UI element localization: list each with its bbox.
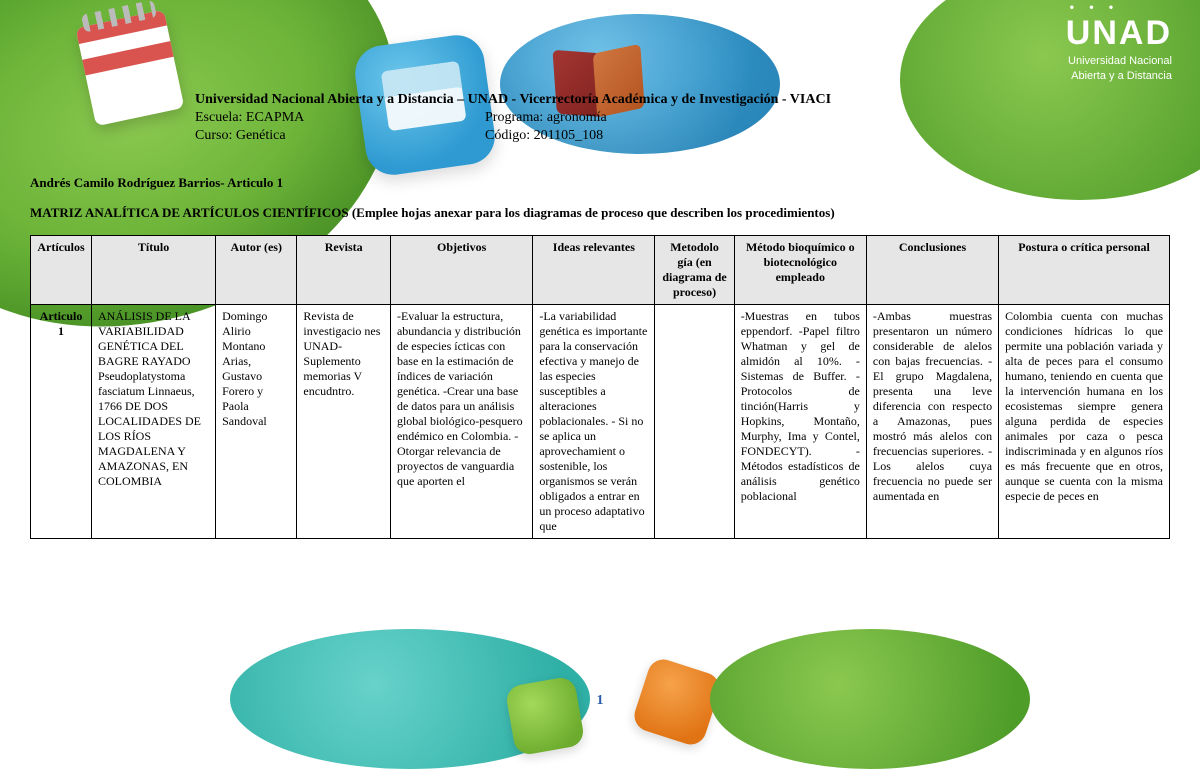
header-escuela: Escuela: ECAPMA (195, 110, 445, 126)
th-ideas: Ideas relevantes (533, 236, 655, 305)
th-metodo: Método bioquímico o biotecnológico emple… (734, 236, 866, 305)
th-revista: Revista (297, 236, 391, 305)
decor-green-cube (504, 675, 585, 756)
th-metodologia: Metodolo gía (en diagrama de proceso) (655, 236, 734, 305)
cell-metodologia (655, 305, 734, 539)
logo-name: UNAD (1066, 14, 1172, 53)
th-objetivos: Objetivos (390, 236, 532, 305)
cell-revista: Revista de investigacio nes UNAD- Suplem… (297, 305, 391, 539)
cell-conclusiones: -Ambas muestras presentaron un número co… (866, 305, 998, 539)
cell-titulo: ANÁLISIS DE LA VARIABILIDAD GENÉTICA DEL… (92, 305, 216, 539)
matrix-title: MATRIZ ANALÍTICA DE ARTÍCULOS CIENTÍFICO… (30, 205, 1170, 221)
decor-green-swoosh-br (710, 629, 1030, 769)
analytical-matrix-table: Artículos Título Autor (es) Revista Obje… (30, 235, 1170, 539)
th-titulo: Título (92, 236, 216, 305)
author-line: Andrés Camilo Rodríguez Barrios- Articul… (30, 175, 1170, 191)
header-curso: Curso: Genética (195, 128, 445, 144)
th-postura: Postura o crítica personal (999, 236, 1170, 305)
header-programa: Programa: agronomía (485, 110, 735, 126)
th-autor: Autor (es) (216, 236, 297, 305)
cell-postura: Colombia cuenta con muchas condiciones h… (999, 305, 1170, 539)
logo-sub1: Universidad Nacional (1066, 55, 1172, 68)
cell-autor: Domingo Alirio Montano Arias, Gustavo Fo… (216, 305, 297, 539)
table-row: Articulo 1 ANÁLISIS DE LA VARIABILIDAD G… (31, 305, 1170, 539)
document-header: Universidad Nacional Abierta y a Distanc… (195, 92, 940, 144)
cell-ideas: -La variabilidad genética es importante … (533, 305, 655, 539)
header-codigo: Código: 201105_108 (485, 128, 735, 144)
unad-logo: UNAD Universidad Nacional Abierta y a Di… (1066, 14, 1172, 82)
th-conclusiones: Conclusiones (866, 236, 998, 305)
header-title: Universidad Nacional Abierta y a Distanc… (195, 92, 940, 108)
page-number: 1 (597, 693, 604, 709)
th-articulos: Artículos (31, 236, 92, 305)
document-body: Andrés Camilo Rodríguez Barrios- Articul… (30, 175, 1170, 539)
cell-metodo: -Muestras en tubos eppendorf. -Papel fil… (734, 305, 866, 539)
logo-sub2: Abierta y a Distancia (1066, 70, 1172, 83)
table-header-row: Artículos Título Autor (es) Revista Obje… (31, 236, 1170, 305)
cell-articulo: Articulo 1 (31, 305, 92, 539)
cell-objetivos: -Evaluar la estructura, abundancia y dis… (390, 305, 532, 539)
